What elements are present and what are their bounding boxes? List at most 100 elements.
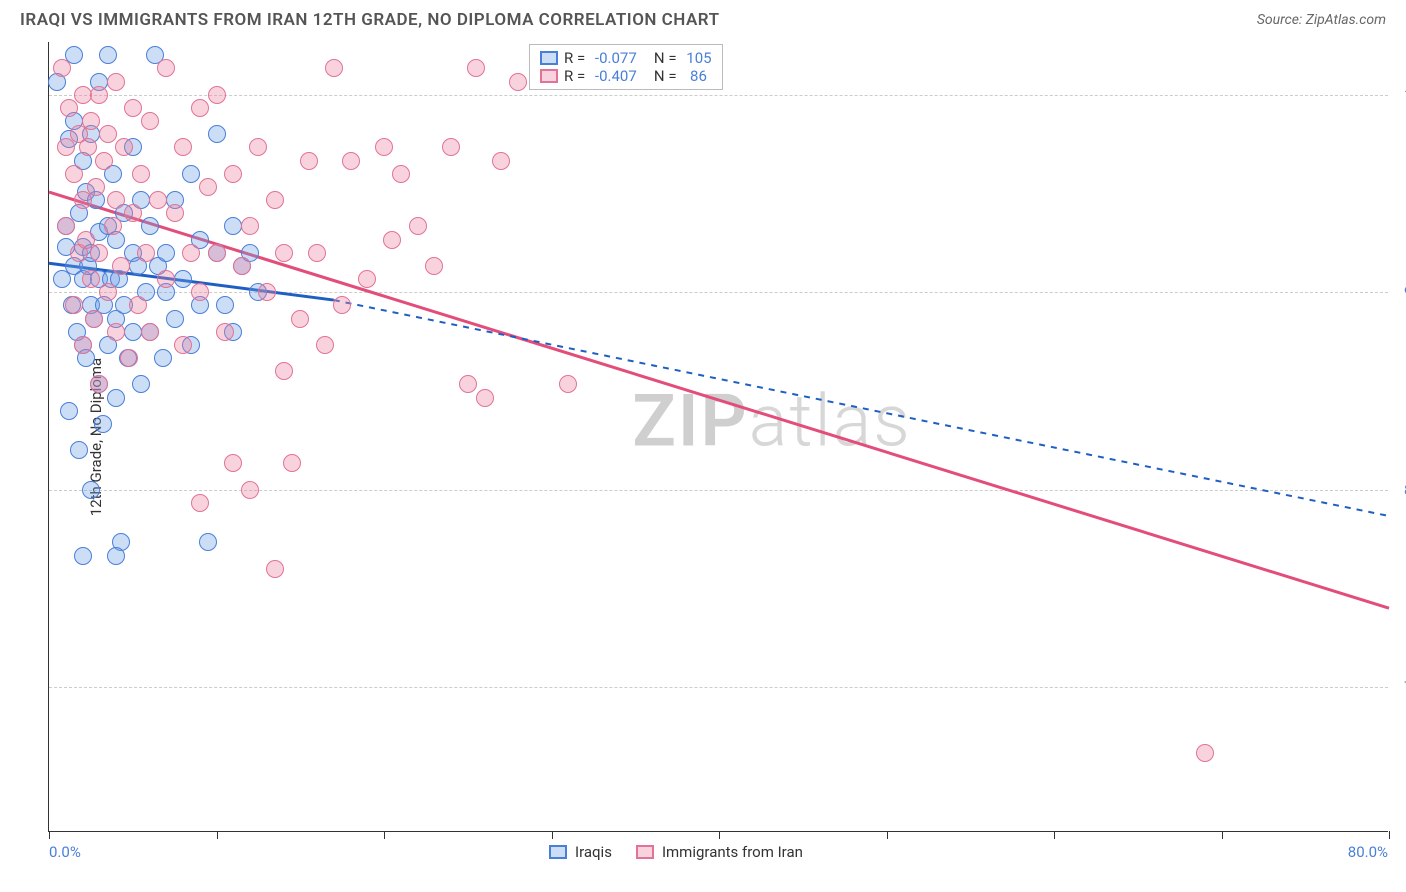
data-point	[115, 138, 133, 156]
data-point	[99, 125, 117, 143]
data-point	[141, 323, 159, 341]
data-point	[1196, 744, 1214, 762]
data-point	[57, 217, 75, 235]
data-point	[308, 244, 326, 262]
data-point	[492, 152, 510, 170]
legend-row-iraqis: R = -0.077 N = 105	[540, 49, 712, 67]
data-point	[65, 296, 83, 314]
data-point	[107, 389, 125, 407]
y-tick-label: 77.5%	[1394, 678, 1406, 696]
data-point	[120, 349, 138, 367]
data-point	[325, 59, 343, 77]
data-point	[224, 454, 242, 472]
data-point	[199, 533, 217, 551]
data-point	[57, 138, 75, 156]
data-point	[476, 389, 494, 407]
data-point	[157, 270, 175, 288]
data-point	[266, 560, 284, 578]
data-point	[82, 112, 100, 130]
data-point	[333, 296, 351, 314]
data-point	[124, 99, 142, 117]
data-point	[233, 257, 251, 275]
data-point	[99, 283, 117, 301]
correlation-legend: R = -0.077 N = 105 R = -0.407 N = 86	[529, 44, 723, 90]
data-point	[442, 138, 460, 156]
data-point	[74, 336, 92, 354]
legend-swatch-iran-icon	[636, 845, 654, 859]
data-point	[409, 217, 427, 235]
x-axis-min-label: 0.0%	[49, 843, 81, 861]
trend-lines	[49, 42, 1388, 831]
data-point	[107, 323, 125, 341]
data-point	[258, 283, 276, 301]
data-point	[266, 191, 284, 209]
data-point	[157, 244, 175, 262]
data-point	[174, 270, 192, 288]
legend-label-iran: Immigrants from Iran	[662, 843, 803, 861]
data-point	[107, 191, 125, 209]
x-tick	[384, 831, 385, 839]
y-tick-label: 85.0%	[1394, 481, 1406, 499]
data-point	[157, 59, 175, 77]
data-point	[137, 244, 155, 262]
chart-plot-area: 12th Grade, No Diploma 77.5%85.0%92.5%10…	[48, 42, 1388, 832]
data-point	[60, 402, 78, 420]
data-point	[191, 283, 209, 301]
data-point	[104, 217, 122, 235]
data-point	[129, 296, 147, 314]
data-point	[94, 415, 112, 433]
data-point	[342, 152, 360, 170]
data-point	[275, 362, 293, 380]
data-point	[291, 310, 309, 328]
legend-swatch-iran	[540, 69, 558, 83]
data-point	[95, 152, 113, 170]
legend-row-iran: R = -0.407 N = 86	[540, 67, 712, 85]
data-point	[300, 152, 318, 170]
data-point	[358, 270, 376, 288]
data-point	[87, 178, 105, 196]
y-tick-label: 100.0%	[1394, 86, 1406, 104]
data-point	[425, 257, 443, 275]
data-point	[182, 244, 200, 262]
data-point	[132, 375, 150, 393]
data-point	[241, 481, 259, 499]
data-point	[112, 257, 130, 275]
data-point	[559, 375, 577, 393]
data-point	[79, 138, 97, 156]
y-tick-label: 92.5%	[1394, 283, 1406, 301]
data-point	[60, 99, 78, 117]
data-point	[216, 323, 234, 341]
data-point	[216, 296, 234, 314]
data-point	[174, 138, 192, 156]
data-point	[107, 73, 125, 91]
data-point	[82, 481, 100, 499]
data-point	[467, 59, 485, 77]
x-tick	[719, 831, 720, 839]
data-point	[182, 165, 200, 183]
data-point	[90, 375, 108, 393]
data-point	[154, 349, 172, 367]
x-tick	[1054, 831, 1055, 839]
chart-title: IRAQI VS IMMIGRANTS FROM IRAN 12TH GRADE…	[20, 10, 720, 30]
data-point	[199, 178, 217, 196]
data-point	[124, 323, 142, 341]
data-point	[283, 454, 301, 472]
data-point	[65, 165, 83, 183]
data-point	[459, 375, 477, 393]
data-point	[141, 217, 159, 235]
legend-swatch-iraqis-icon	[549, 845, 567, 859]
data-point	[208, 86, 226, 104]
legend-label-iraqis: Iraqis	[575, 843, 612, 861]
data-point	[149, 191, 167, 209]
data-point	[316, 336, 334, 354]
data-point	[90, 86, 108, 104]
data-point	[85, 310, 103, 328]
data-point	[82, 270, 100, 288]
data-point	[90, 244, 108, 262]
legend-item-iraqis: Iraqis	[549, 843, 612, 861]
data-point	[191, 494, 209, 512]
x-axis-max-label: 80.0%	[1348, 843, 1388, 861]
data-point	[107, 547, 125, 565]
data-point	[53, 59, 71, 77]
x-tick	[887, 831, 888, 839]
